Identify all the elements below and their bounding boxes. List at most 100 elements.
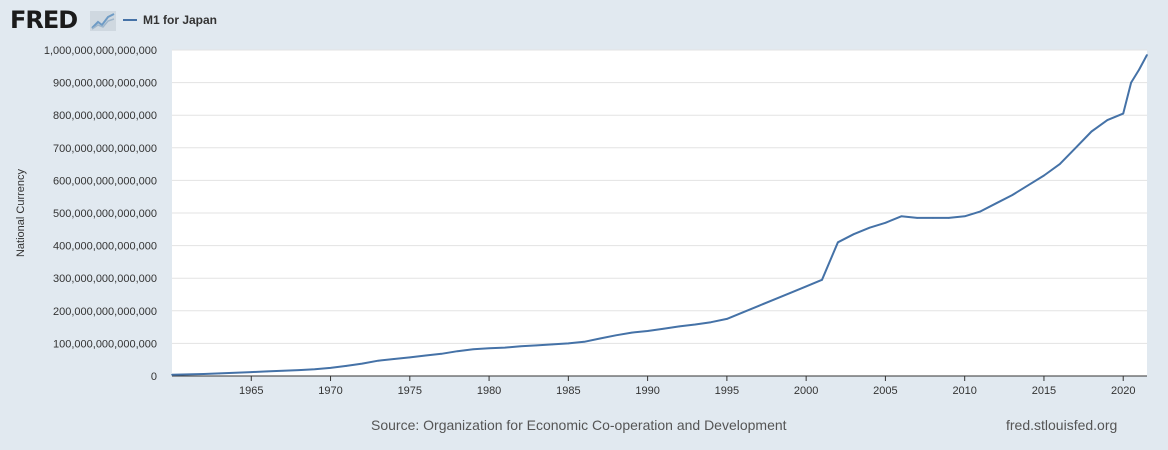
series-point: [963, 215, 966, 218]
x-tick-label: 1970: [318, 385, 342, 397]
series-point: [424, 354, 427, 357]
x-tick-label: 2020: [1111, 385, 1135, 397]
y-tick-label: 800,000,000,000,000: [53, 110, 157, 122]
series-point: [1146, 54, 1148, 56]
series-point: [218, 372, 221, 375]
series-point: [805, 285, 807, 288]
series-point: [868, 226, 871, 229]
x-tick-label: 1980: [477, 385, 501, 397]
line-chart-icon: [90, 11, 116, 31]
site-link[interactable]: fred.stlouisfed.org: [1006, 417, 1118, 433]
series-point: [504, 346, 506, 349]
y-tick-label: 900,000,000,000,000: [53, 78, 157, 90]
y-tick-label: 600,000,000,000,000: [53, 175, 157, 187]
series-point: [377, 359, 379, 362]
series-point: [757, 305, 760, 307]
series-point: [298, 369, 300, 371]
y-axis-label: National Currency: [15, 168, 27, 257]
series-point: [361, 362, 364, 365]
source-note: Source: Organization for Economic Co-ope…: [371, 417, 787, 433]
y-tick-label: 500,000,000,000,000: [53, 208, 157, 220]
series-point: [551, 343, 554, 346]
y-tick-label: 400,000,000,000,000: [53, 241, 157, 253]
series-point: [789, 292, 792, 294]
series-point: [1059, 163, 1061, 165]
series-point: [821, 279, 823, 281]
y-tick-label: 0: [151, 371, 157, 383]
x-tick-label: 1965: [239, 385, 263, 397]
x-axis-ticks: 1965 1970 1975 1980 1985 1990 1995 2000 2005 2010…: [239, 376, 1135, 397]
series-point: [345, 365, 348, 367]
legend[interactable]: M1 for Japan: [123, 13, 217, 27]
x-tick-label: 2005: [873, 385, 897, 397]
series-point: [852, 233, 855, 235]
legend-label: M1 for Japan: [143, 13, 218, 27]
y-tick-label: 300,000,000,000,000: [53, 273, 157, 285]
series-line: [171, 54, 1148, 376]
gridlines: [172, 49, 1147, 344]
x-tick-label: 1985: [556, 385, 580, 397]
series-point: [694, 323, 696, 326]
series-point: [979, 210, 982, 213]
series-point: [535, 344, 538, 347]
series-point: [837, 241, 839, 244]
series-point: [1027, 184, 1029, 187]
series-point: [202, 373, 205, 375]
series-point: [282, 369, 284, 372]
series-point: [599, 337, 601, 340]
series-point: [646, 330, 649, 332]
series-point: [900, 215, 903, 218]
series-point: [1074, 147, 1077, 149]
series-point: [393, 358, 395, 360]
legend-swatch: [123, 19, 137, 21]
series-point: [440, 353, 443, 355]
series-point: [1130, 81, 1132, 84]
x-tick-label: 2010: [952, 385, 976, 397]
series-point: [567, 342, 570, 345]
y-tick-label: 200,000,000,000,000: [53, 306, 157, 318]
series-point: [1090, 130, 1093, 133]
series-point: [741, 311, 744, 314]
series-point: [773, 298, 776, 301]
series-point: [995, 202, 998, 205]
y-tick-label: 1,000,000,000,000,000: [44, 45, 157, 57]
series-point: [1138, 68, 1140, 71]
series-point: [1122, 112, 1125, 115]
x-tick-label: 2000: [794, 385, 818, 397]
series-point: [1043, 174, 1045, 177]
series-point: [472, 348, 475, 351]
series-point: [329, 367, 332, 369]
series-point: [234, 371, 237, 374]
series-point: [678, 325, 681, 328]
series-point: [409, 356, 411, 359]
x-tick-label: 1990: [635, 385, 659, 397]
series-point: [313, 368, 316, 370]
series-point: [615, 334, 617, 337]
series-point: [932, 217, 934, 219]
y-axis-ticks: 0 100,000,000,000,000 200,000,000,000,000 3…: [44, 45, 157, 383]
series-point: [948, 217, 950, 219]
series-point: [171, 373, 173, 376]
series-point: [884, 221, 887, 224]
x-tick-label: 2015: [1032, 385, 1056, 397]
series-point: [266, 370, 268, 373]
series-point: [916, 217, 918, 219]
series-group: [171, 54, 1148, 376]
series-point: [456, 350, 459, 353]
series-point: [583, 340, 585, 343]
x-tick-label: 1995: [715, 385, 739, 397]
x-tick-label: 1975: [398, 385, 422, 397]
series-point: [488, 347, 490, 350]
series-point: [630, 331, 633, 334]
series-point: [710, 321, 712, 324]
series-point: [662, 327, 665, 330]
series-point: [187, 373, 189, 376]
series-point: [250, 371, 253, 373]
series-point: [519, 345, 522, 348]
series-point: [1011, 194, 1014, 196]
series-point: [1106, 119, 1109, 121]
series-point: [726, 318, 728, 320]
fred-logo[interactable]: FRED: [10, 6, 78, 34]
y-tick-label: 700,000,000,000,000: [53, 143, 157, 155]
